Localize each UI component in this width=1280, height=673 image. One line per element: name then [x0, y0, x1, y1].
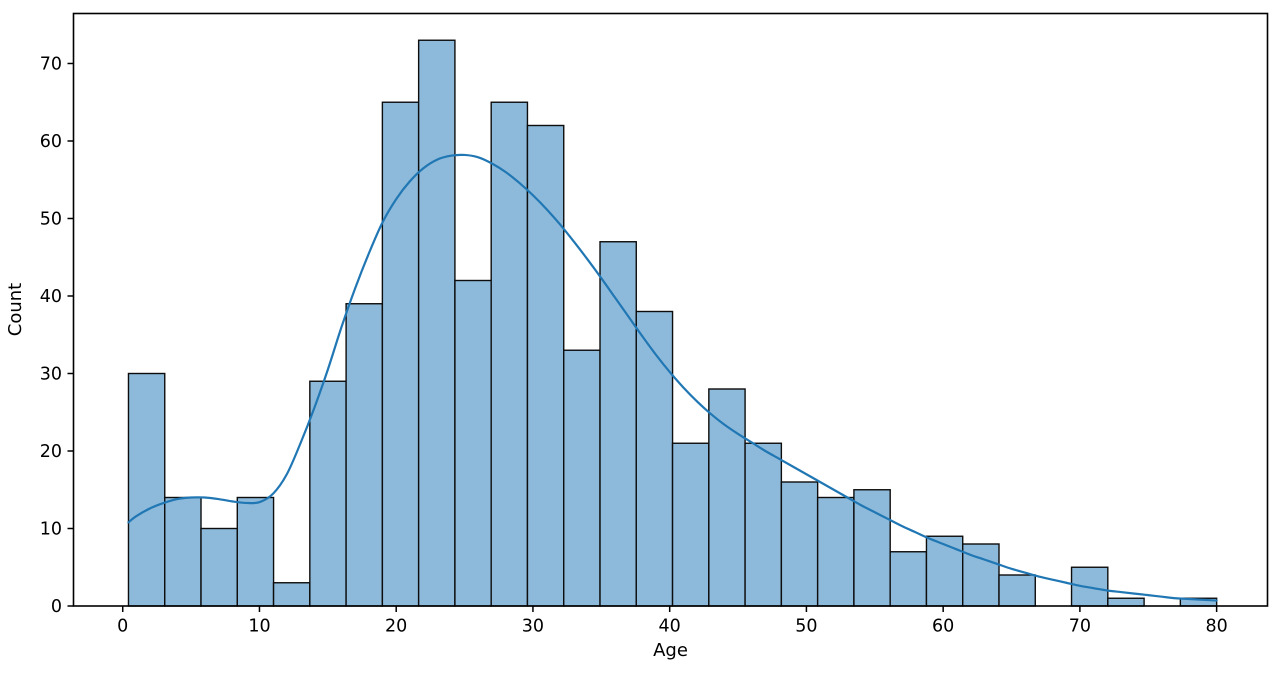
- histogram-bar: [563, 349, 601, 607]
- histogram-bar: [1107, 597, 1145, 607]
- histogram-bar: [526, 124, 565, 607]
- kde-curve: [127, 153, 1218, 602]
- histogram-bar: [490, 101, 529, 607]
- plot-border: [72, 12, 1269, 607]
- histogram-bars-layer: [127, 39, 1218, 607]
- x-tick-label: 0: [117, 617, 128, 637]
- x-tick-label: 10: [248, 617, 270, 637]
- y-axis-label: Count: [5, 283, 26, 336]
- x-tick-label: 60: [932, 617, 954, 637]
- y-tick-label: 10: [40, 520, 62, 540]
- x-tick-label: 30: [522, 617, 544, 637]
- y-tick-label: 60: [40, 132, 62, 152]
- x-tick-label: 80: [1205, 617, 1227, 637]
- x-tick-label: 50: [795, 617, 817, 637]
- histogram-bar: [200, 527, 238, 607]
- kde-layer: [127, 153, 1218, 602]
- histogram-bar: [744, 442, 783, 607]
- histogram-bar: [853, 489, 891, 607]
- histogram-bar: [345, 303, 384, 607]
- y-tick-label: 30: [40, 365, 62, 385]
- histogram-bar: [127, 372, 166, 607]
- histogram-bar: [272, 582, 311, 607]
- histogram-bar: [816, 496, 855, 607]
- histogram-bar: [635, 310, 674, 607]
- histogram-bar: [454, 279, 492, 607]
- histogram-bar: [889, 551, 928, 607]
- y-tick-label: 20: [40, 442, 62, 462]
- histogram-bar: [236, 496, 275, 607]
- histogram-bar: [417, 39, 456, 607]
- histogram-bar: [309, 380, 347, 607]
- y-tick-label: 70: [40, 55, 62, 75]
- axes-layer: 0 10 20 30 40 50 60 70 80 0 10 20 30 40 50 60 70: [40, 12, 1269, 637]
- histogram-bar: [708, 388, 746, 607]
- histogram-bar: [381, 101, 420, 607]
- y-tick-label: 0: [51, 597, 62, 617]
- y-tick-label: 50: [40, 210, 62, 230]
- histogram-bar: [780, 481, 819, 607]
- y-tick-label: 40: [40, 287, 62, 307]
- histogram-bar: [925, 535, 964, 607]
- x-tick-label: 40: [659, 617, 681, 637]
- x-axis-label: Age: [653, 640, 688, 661]
- x-tick-label: 70: [1069, 617, 1091, 637]
- histogram-bar: [998, 574, 1036, 607]
- histogram-bar: [671, 442, 710, 607]
- histogram-bar: [164, 496, 202, 607]
- histogram-bar: [599, 241, 637, 607]
- x-tick-label: 20: [385, 617, 407, 637]
